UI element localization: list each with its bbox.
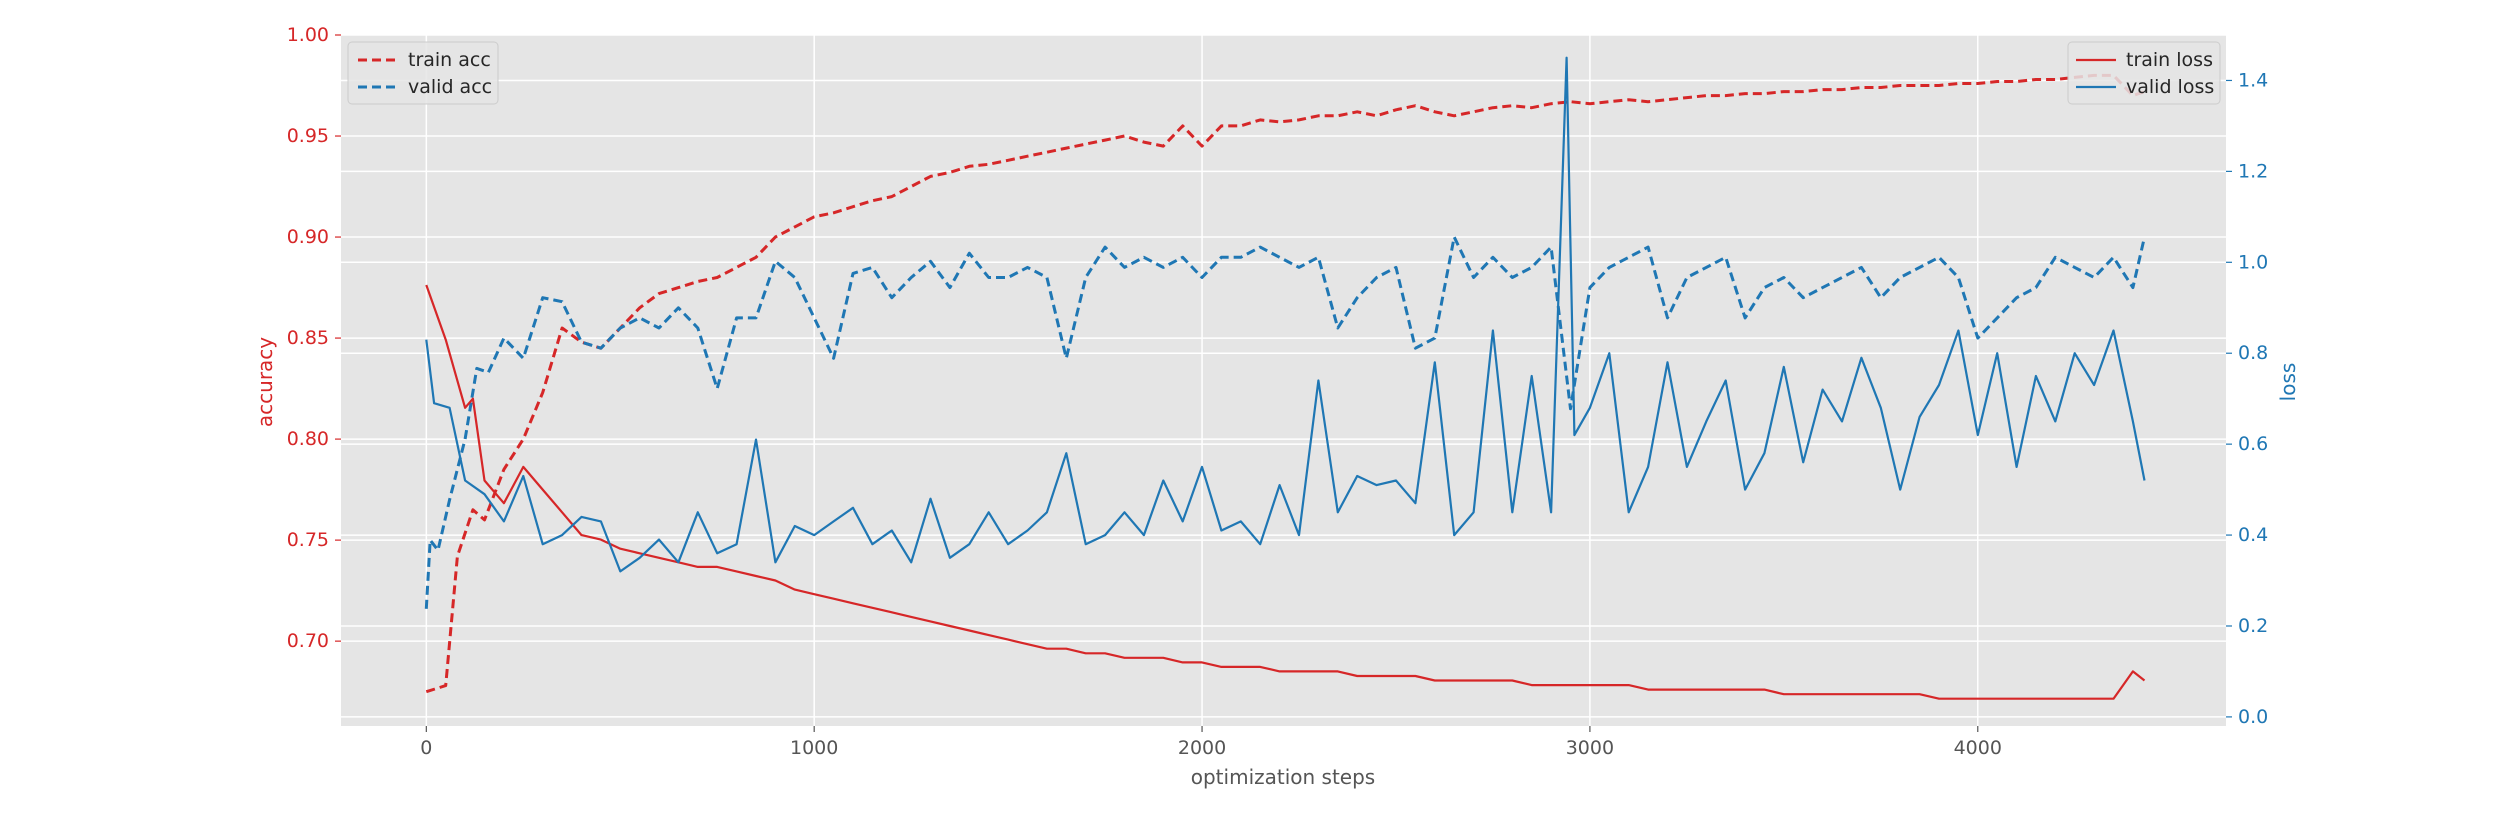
- y-left-tick-label: 0.90: [287, 226, 329, 248]
- x-tick-label: 0: [420, 737, 432, 759]
- legend-valid-acc-label: valid acc: [408, 76, 492, 98]
- series-valid-acc-line: [424, 235, 2146, 609]
- y-right-tick-label: 1.4: [2238, 69, 2268, 91]
- legend-train-acc-label: train acc: [408, 49, 491, 71]
- y-right-axis-label: loss: [2276, 363, 2300, 402]
- series-valid-loss-line: [425, 56, 2146, 573]
- legend-valid-loss-label: valid loss: [2126, 76, 2214, 98]
- legend-train-loss-label: train loss: [2126, 49, 2213, 71]
- y-left-tick-label: 0.80: [287, 428, 329, 450]
- y-left-tick-label: 0.95: [287, 125, 329, 147]
- y-left-tick-label: 0.70: [287, 630, 329, 652]
- grid-lines: [341, 34, 2226, 726]
- x-tick-label: 3000: [1566, 737, 1614, 759]
- x-tick-label: 2000: [1178, 737, 1226, 759]
- y-left-axis-label: accuracy: [253, 337, 277, 427]
- y-right-tick-label: 0.2: [2238, 615, 2268, 637]
- legend-left-box: [347, 41, 499, 105]
- y-right-tick-label: 0.0: [2238, 706, 2268, 728]
- legend-right: train loss valid loss: [2067, 41, 2221, 105]
- ticks-layer: 0 1000 2000 3000 4000 0.70 0.75 0.80 0.85 0.90 0.9…: [287, 24, 2269, 759]
- plot-area: [341, 35, 2226, 726]
- x-tick-label: 4000: [1954, 737, 2002, 759]
- y-right-tick-label: 0.6: [2238, 433, 2268, 455]
- y-right-tick-label: 1.2: [2238, 160, 2268, 182]
- series-layer: [424, 56, 2146, 700]
- x-tick-label: 1000: [790, 737, 838, 759]
- y-left-tick-label: 0.75: [287, 529, 329, 551]
- y-left-tick-label: 1.00: [287, 24, 329, 46]
- y-right-tick-label: 0.8: [2238, 342, 2268, 364]
- series-train-loss-line: [425, 284, 2146, 700]
- x-axis-label: optimization steps: [1191, 765, 1375, 789]
- legend-left: train acc valid acc: [347, 41, 499, 105]
- y-right-tick-label: 1.0: [2238, 251, 2268, 273]
- y-right-tick-label: 0.4: [2238, 524, 2268, 546]
- y-left-tick-label: 0.85: [287, 327, 329, 349]
- legend-right-box: [2067, 41, 2221, 105]
